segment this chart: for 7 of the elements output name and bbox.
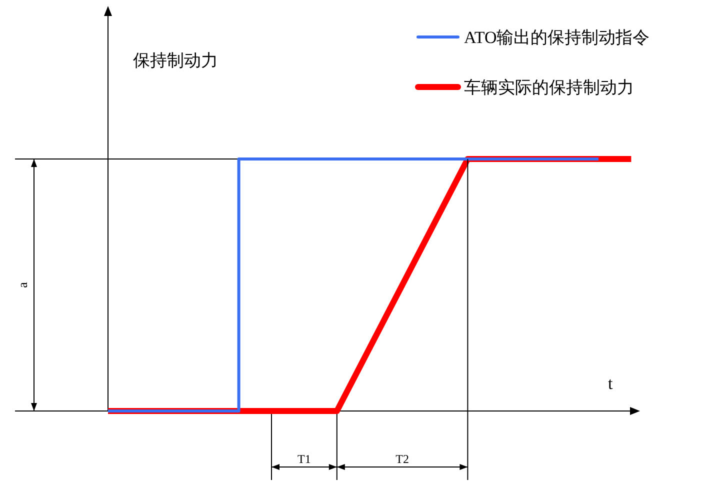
x-axis-title: t — [608, 374, 613, 393]
legend-label: 车辆实际的保持制动力 — [464, 78, 634, 97]
text: 保持制动力 — [133, 51, 218, 70]
text: a — [14, 282, 30, 288]
text: T1 — [298, 452, 311, 466]
text: T2 — [396, 452, 409, 466]
legend-label: ATO输出的保持制动指令 — [464, 28, 650, 47]
